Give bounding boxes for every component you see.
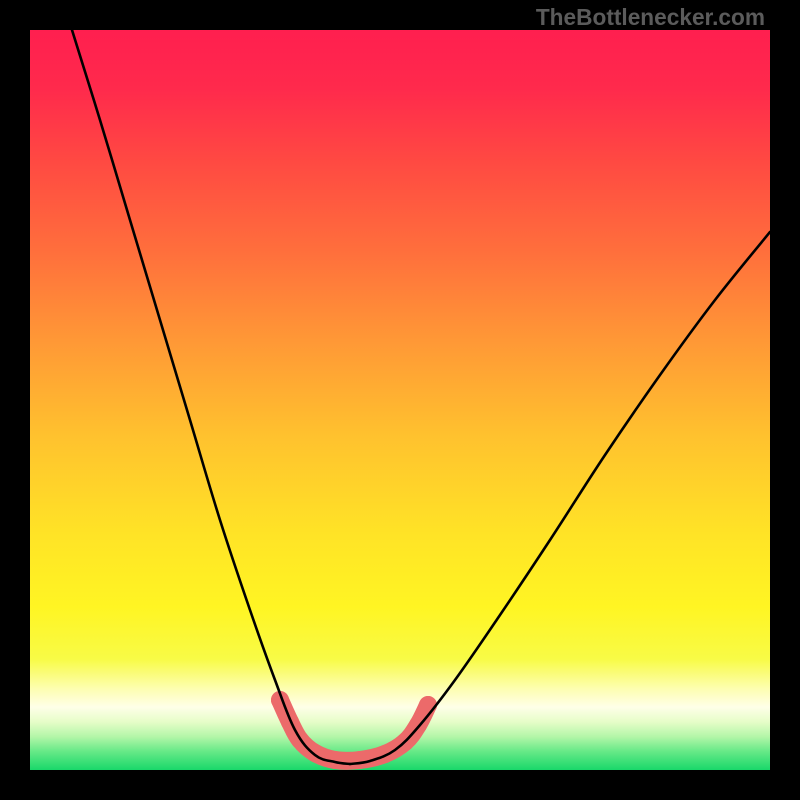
valley-marker-line — [280, 700, 428, 761]
right-curve — [350, 232, 770, 764]
watermark-text: TheBottlenecker.com — [536, 4, 765, 31]
valley-marker-dot — [351, 751, 369, 769]
curves-layer — [0, 0, 800, 800]
valley-marker-dot — [419, 696, 437, 714]
chart-frame: TheBottlenecker.com — [0, 0, 800, 800]
left-curve — [72, 30, 350, 764]
valley-marker-dot — [376, 745, 394, 763]
